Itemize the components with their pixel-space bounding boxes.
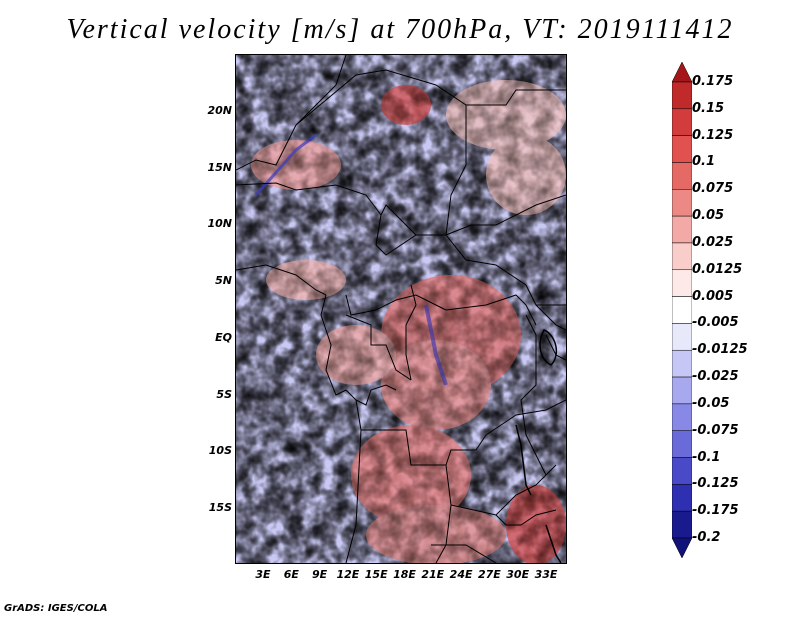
latitude-tick-label: 15S <box>208 500 232 514</box>
longitude-tick-label: 27E <box>477 568 501 581</box>
credit-label: GrADS: IGES/COLA <box>4 603 108 614</box>
colorbar-tick-label: -0.175 <box>692 503 739 519</box>
longitude-tick-label: 24E <box>449 568 473 581</box>
colorbar-tick-label: -0.0125 <box>692 342 748 358</box>
colorbar-segment <box>672 403 692 431</box>
lakes <box>515 329 562 563</box>
colorbar-tick-label: 0.025 <box>692 234 734 250</box>
map-plot-area <box>235 54 567 564</box>
colorbar-tick-label: -0.05 <box>692 395 730 411</box>
colorbar-tick-label: -0.2 <box>692 530 721 545</box>
colorbar-segment <box>672 215 692 244</box>
country-borders <box>236 55 566 563</box>
colorbar-bottom-arrow <box>672 537 692 558</box>
colorbar-tick-label: 0.1 <box>692 154 716 170</box>
colorbar-tick-label: -0.125 <box>692 476 739 492</box>
colorbar-tick-label: -0.1 <box>692 449 721 465</box>
colorbar-segment <box>672 430 692 458</box>
colorbar-segment <box>672 510 692 539</box>
colorbar-tick-label: -0.075 <box>692 422 739 438</box>
colorbar-tick-label: 0.005 <box>692 288 734 304</box>
colorbar-tick-label: -0.025 <box>692 369 739 385</box>
colorbar-tick-label: 0.15 <box>692 100 725 116</box>
latitude-tick-label: 5N <box>215 274 232 288</box>
longitude-tick-label: 21E <box>421 568 445 581</box>
colorbar-segment <box>672 162 692 190</box>
colorbar-segment <box>672 269 692 297</box>
colorbar-tick-label: 0.175 <box>692 74 734 89</box>
longitude-tick-label: 3E <box>255 568 271 581</box>
latitude-tick-label: 5S <box>216 387 232 401</box>
colorbar-tick-label: -0.005 <box>692 315 739 331</box>
colorbar-segment <box>672 135 692 163</box>
longitude-tick-label: 18E <box>393 568 416 581</box>
chart-title: Vertical velocity [m/s] at 700hPa, VT: 2… <box>66 14 734 45</box>
longitude-tick-label: 33E <box>534 568 558 581</box>
colorbar-segment <box>672 457 692 485</box>
colorbar-segment <box>672 376 692 405</box>
latitude-tick-label: EQ <box>215 330 232 344</box>
colorbar-segment <box>672 81 692 110</box>
longitude-tick-label: 30E <box>506 568 530 581</box>
longitude-tick-label: 9E <box>312 568 328 581</box>
latitude-tick-label: 10N <box>207 217 232 231</box>
colorbar-tick-label: 0.05 <box>692 208 725 224</box>
colorbar-segment <box>672 296 692 324</box>
colorbar-segment <box>672 323 692 351</box>
colorbar <box>672 62 692 558</box>
colorbar-tick-label: 0.0125 <box>692 261 743 277</box>
colorbar-segment <box>672 108 692 136</box>
colorbar-segment <box>672 242 692 271</box>
longitude-tick-label: 6E <box>283 568 299 581</box>
colorbar-tick-label: 0.075 <box>692 181 734 197</box>
colorbar-tick-label: 0.125 <box>692 127 734 143</box>
colorbar-segment <box>672 484 692 512</box>
longitude-tick-label: 12E <box>336 568 360 581</box>
colorbar-segment <box>672 349 692 378</box>
colorbar-top-arrow <box>672 62 692 83</box>
longitude-tick-label: 15E <box>364 568 388 581</box>
latitude-tick-label: 20N <box>207 104 232 117</box>
vertical-velocity-field <box>236 55 566 563</box>
latitude-tick-label: 10S <box>208 444 232 458</box>
latitude-tick-label: 15N <box>207 160 232 174</box>
colorbar-segment <box>672 189 692 217</box>
